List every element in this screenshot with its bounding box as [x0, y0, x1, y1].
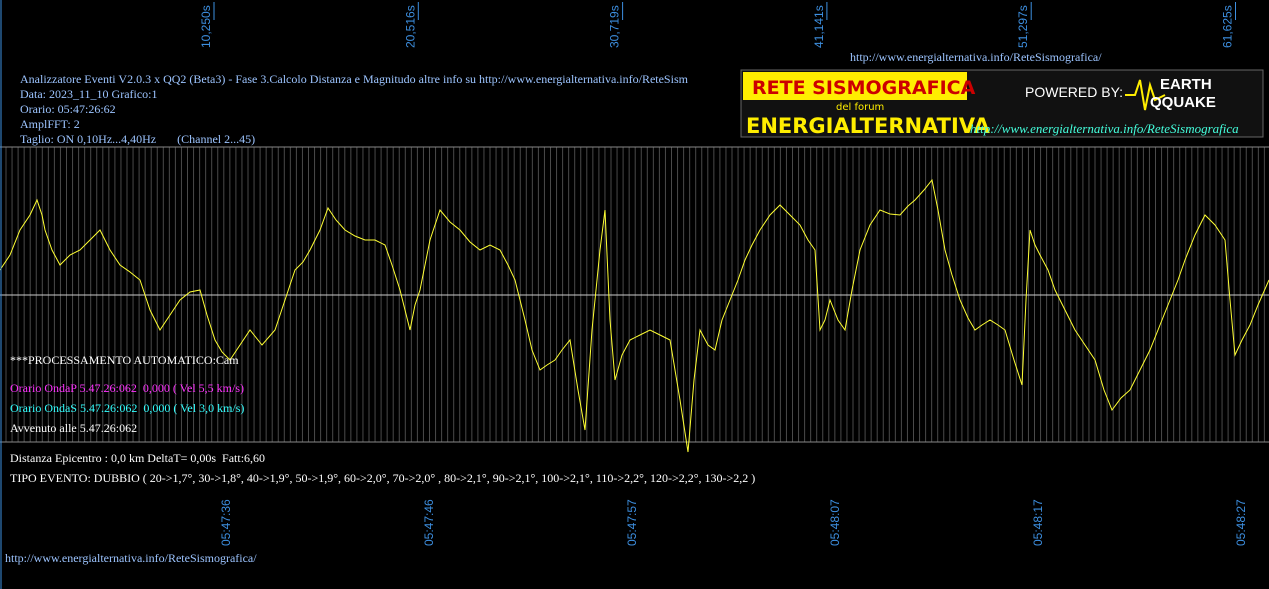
- bottom-time-labels: 05:47:36 05:47:46 05:47:57 05:48:07 05:48:17…: [219, 499, 1248, 546]
- logo-brand1: EARTH: [1160, 76, 1212, 93]
- top-time-label: 30,719s: [608, 5, 622, 48]
- processing: ***PROCESSAMENTO AUTOMATICO:Cam: [10, 353, 239, 367]
- avvenuto: Avvenuto alle 5.47.26:062: [10, 421, 137, 435]
- top-time-label: 61,625s: [1221, 5, 1235, 48]
- onda-p: Orario OndaP 5.47.26:062 0,000 ( Vel 5,5…: [10, 381, 244, 395]
- header-line: Data: 2023_11_10 Grafico:1: [20, 87, 158, 101]
- event-type: TIPO EVENTO: DUBBIO ( 20->1,7°, 30->1,8°…: [10, 471, 755, 485]
- top-time-label: 51,297s: [1016, 5, 1030, 48]
- bottom-time-label: 05:47:46: [422, 499, 436, 546]
- logo-band: [743, 72, 967, 100]
- header-line: Orario: 05:47:26:62: [20, 102, 116, 116]
- bottom-time-label: 05:47:36: [219, 499, 233, 546]
- top-time-labels: 10,250s 20,516s 30,719s 41,141s 51,297s 61,62…: [199, 2, 1236, 48]
- bottom-time-label: 05:48:07: [828, 499, 842, 546]
- bottom-time-label: 05:47:57: [625, 499, 639, 546]
- bottom-time-label: 05:48:17: [1031, 499, 1045, 546]
- logo-title: RETE SISMOGRAFICA: [752, 77, 976, 99]
- top-time-label: 41,141s: [812, 5, 826, 48]
- logo-subtitle: del forum: [836, 102, 884, 113]
- waveform: [0, 178, 1269, 453]
- footer-url[interactable]: http://www.energialternativa.info/ReteSi…: [5, 551, 257, 565]
- top-url[interactable]: http://www.energialternativa.info/ReteSi…: [850, 50, 1102, 64]
- top-time-label: 20,516s: [403, 5, 417, 48]
- logo-name: ENERGIALTERNATIVA: [746, 114, 991, 138]
- logo: RETE SISMOGRAFICA del forum ENERGIALTERN…: [740, 69, 1264, 138]
- bottom-time-label: 05:48:27: [1234, 499, 1248, 546]
- onda-s: Orario OndaS 5.47.26:062 0,000 ( Vel 3,0…: [10, 401, 244, 415]
- logo-brand2: QQUAKE: [1150, 94, 1216, 111]
- distance: Distanza Epicentro : 0,0 km DeltaT= 0,00…: [10, 451, 265, 465]
- logo-url[interactable]: http://www.energialternativa.info/ReteSi…: [970, 121, 1239, 136]
- logo-powered: POWERED BY:: [1025, 84, 1123, 100]
- logo-wave: [1125, 79, 1166, 111]
- header-line: Taglio: ON 0,10Hz...4,40Hz (Channel 2...…: [20, 132, 255, 146]
- header-line: Analizzatore Eventi V2.0.3 x QQ2 (Beta3)…: [20, 72, 689, 86]
- top-time-label: 10,250s: [199, 5, 213, 48]
- header-line: AmplFFT: 2: [20, 117, 80, 131]
